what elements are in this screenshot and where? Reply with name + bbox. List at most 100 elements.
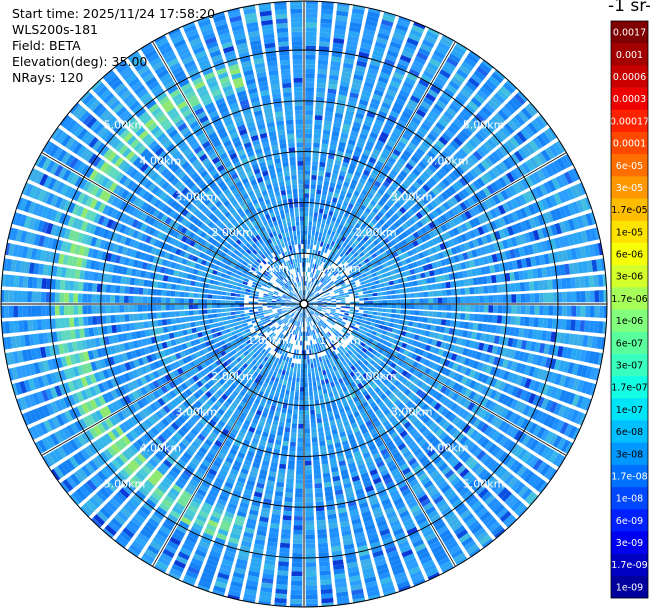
range-gate-cell [340,469,349,476]
range-gate-cell [513,271,520,281]
range-gate-cell [305,267,308,272]
range-gate-cell [373,45,386,54]
range-gate-cell [421,278,427,285]
range-gate-cell [319,277,323,282]
range-gate-cell [396,299,401,304]
range-gate-cell [359,356,366,363]
range-gate-cell [383,502,393,511]
range-gate-cell [506,156,516,167]
range-gate-cell [354,400,362,407]
range-gate-cell [458,450,468,460]
range-gate-cell [484,199,493,209]
range-gate-cell [397,93,408,102]
range-gate-cell [553,192,562,205]
range-gate-cell [355,65,366,72]
range-gate-cell [307,291,311,296]
range-gate-cell [305,539,316,544]
range-gate-cell [324,321,329,326]
range-gate-cell [463,279,470,287]
range-gate-cell [325,106,334,113]
range-gate-cell [556,157,567,171]
range-gate-cell [409,28,423,38]
range-gate-cell [363,120,373,127]
range-gate-cell [322,300,327,302]
range-gate-cell [327,260,332,266]
range-gate-cell [313,348,317,354]
range-gate-cell [370,334,376,340]
range-gate-cell [366,317,372,322]
range-gate-cell [418,144,428,153]
range-gate-cell [540,131,551,145]
range-gate-cell [320,351,324,357]
range-gate-cell [476,531,489,542]
range-gate-cell [397,19,410,28]
range-gate-cell [407,351,414,358]
range-gate-cell [343,315,349,318]
range-gate-cell [433,103,444,113]
range-gate-cell [387,156,397,165]
range-gate-cell [307,307,311,311]
range-gate-cell [297,451,304,457]
range-gate-cell [323,281,328,286]
range-gate-cell [315,231,319,237]
range-gate-cell [311,315,315,320]
range-gate-cell [322,306,327,308]
range-gate-cell [344,294,350,298]
range-gate-cell [321,285,326,290]
range-gate-cell [456,296,461,304]
range-gate-cell [382,452,391,460]
range-gate-cell [548,292,554,303]
range-gate-cell [473,217,481,226]
range-gate-cell [559,332,566,344]
range-gate-cell [523,232,531,243]
range-gate-cell [474,305,480,313]
range-gate-cell [321,218,327,224]
range-gate-cell [528,379,537,391]
range-gate-cell [498,145,509,157]
range-gate-cell [484,440,494,451]
range-gate-cell [305,271,308,277]
range-gate-cell [397,119,407,128]
range-gate-cell [329,250,334,256]
range-gate-cell [496,346,503,356]
range-gate-cell [559,264,566,276]
range-gate-cell [425,432,434,441]
range-gate-cell [357,419,364,426]
range-gate-cell [509,136,520,149]
range-gate-cell [360,261,366,266]
range-gate-cell [351,194,358,201]
range-gate-cell [325,200,331,206]
range-gate-cell [397,402,405,410]
range-gate-cell [352,287,358,291]
range-gate-cell [304,216,309,221]
range-gate-cell [506,225,515,236]
range-gate-cell [563,204,572,217]
range-gate-cell [323,257,327,263]
range-gate-cell [347,398,354,405]
range-gate-cell [330,294,336,297]
range-gate-cell [469,219,477,228]
range-gate-cell [305,4,318,9]
range-gate-cell [405,299,411,304]
range-gate-cell [304,382,308,388]
range-gate-cell [331,299,337,301]
range-gate-cell [496,315,503,324]
range-gate-cell [407,263,414,270]
range-gate-cell [412,369,420,377]
range-gate-cell [297,442,304,448]
range-gate-cell [325,292,330,296]
range-gate-cell [328,225,334,231]
range-gate-cell [330,177,337,184]
range-gate-cell [393,244,400,251]
range-gate-cell [467,197,476,207]
range-gate-cell [372,246,379,252]
range-gate-cell [450,312,456,319]
range-gate-cell [430,246,438,254]
range-gate-cell [506,305,512,314]
range-gate-cell [404,212,411,220]
range-gate-cell [307,321,310,327]
range-gate-cell [487,99,499,111]
range-gate-cell [332,475,341,482]
range-gate-cell [466,171,475,181]
range-gate-cell [367,494,378,502]
